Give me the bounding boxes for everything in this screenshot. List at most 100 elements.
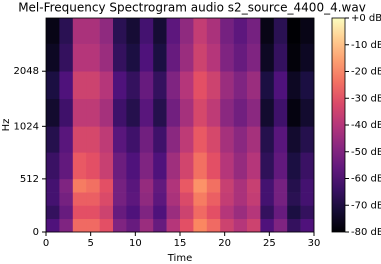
heatmap-cell (99, 178, 114, 193)
heatmap-cell (247, 43, 261, 72)
heatmap-cell (233, 205, 248, 220)
heatmap-cell (247, 71, 261, 100)
heatmap-cell (180, 126, 194, 153)
heatmap-cell (206, 98, 221, 127)
heatmap-cell (126, 178, 141, 193)
heatmap-cell (220, 192, 234, 206)
heatmap-cell (287, 98, 301, 127)
heatmap-cell (72, 218, 87, 233)
heatmap-cell (86, 178, 100, 193)
heatmap-cell (139, 126, 154, 153)
heatmap-cell (166, 192, 181, 206)
heatmap-cell (287, 18, 301, 44)
heatmap-cell (166, 98, 181, 127)
heatmap-cell (59, 98, 74, 127)
heatmap-cell (273, 178, 288, 193)
heatmap-cell (59, 205, 74, 220)
heatmap-cell (287, 152, 301, 180)
heatmap-cell (46, 98, 60, 127)
heatmap-cell (113, 18, 127, 44)
heatmap-cell (273, 98, 288, 127)
heatmap-cell (206, 126, 221, 153)
heatmap-cell (300, 152, 315, 180)
heatmap-cell (46, 218, 60, 233)
heatmap-cell (233, 126, 248, 153)
heatmap-cell (180, 218, 194, 233)
heatmap-cell (153, 43, 167, 72)
heatmap-cell (206, 43, 221, 72)
x-tick-label: 15 (174, 238, 187, 249)
heatmap-cell (220, 218, 234, 233)
colorbar-tick-label: -20 dB (351, 67, 381, 78)
heatmap-cell (72, 192, 87, 206)
heatmap-cell (180, 71, 194, 100)
heatmap-cell (206, 152, 221, 180)
heatmap-cell (193, 152, 208, 180)
heatmap-cell (206, 218, 221, 233)
heatmap-cell (247, 18, 261, 44)
colorbar-tick-label: -40 dB (351, 120, 381, 131)
heatmap-cell (139, 152, 154, 180)
heatmap-cell (287, 71, 301, 100)
heatmap-cell (166, 18, 181, 44)
heatmap-cell (153, 205, 167, 220)
heatmap-cell (233, 152, 248, 180)
heatmap-cell (59, 192, 74, 206)
heatmap-cell (166, 205, 181, 220)
heatmap-cell (126, 192, 141, 206)
heatmap-cell (206, 178, 221, 193)
heatmap-cell (206, 205, 221, 220)
heatmap-cell (260, 152, 275, 180)
heatmap-cell (193, 126, 208, 153)
heatmap-cell (166, 218, 181, 233)
y-tick-label: 2048 (14, 66, 39, 77)
heatmap-cell (139, 98, 154, 127)
heatmap-cell (300, 98, 315, 127)
heatmap-cell (99, 43, 114, 72)
heatmap-cell (139, 192, 154, 206)
heatmap-cell (139, 218, 154, 233)
heatmap-cell (300, 43, 315, 72)
heatmap-cell (72, 178, 87, 193)
heatmap-cell (139, 178, 154, 193)
heatmap-cell (273, 126, 288, 153)
colorbar-tick-label: -10 dB (351, 40, 381, 51)
heatmap-cell (86, 43, 100, 72)
heatmap-cell (180, 152, 194, 180)
heatmap-cell (300, 126, 315, 153)
heatmap-cell (72, 18, 87, 44)
heatmap-cell (233, 178, 248, 193)
heatmap-cell (72, 43, 87, 72)
heatmap-cell (59, 18, 74, 44)
heatmap-cell (300, 71, 315, 100)
heatmap-cell (220, 205, 234, 220)
heatmap-cell (99, 98, 114, 127)
heatmap-cell (59, 43, 74, 72)
heatmap-cell (220, 18, 234, 44)
heatmap-cell (153, 192, 167, 206)
heatmap-cell (233, 218, 248, 233)
heatmap-cell (46, 152, 60, 180)
heatmap-cell (139, 18, 154, 44)
chart-title: Mel-Frequency Spectrogram audio s2_sourc… (18, 1, 366, 15)
heatmap-cell (59, 126, 74, 153)
heatmap-cell (113, 126, 127, 153)
heatmap-cell (113, 71, 127, 100)
heatmap-cell (46, 178, 60, 193)
heatmap-cell (193, 18, 208, 44)
heatmap-cell (166, 43, 181, 72)
heatmap-cell (247, 98, 261, 127)
heatmap-cell (180, 43, 194, 72)
heatmap-cell (273, 205, 288, 220)
heatmap-cell (193, 205, 208, 220)
heatmap-cell (273, 192, 288, 206)
heatmap-cell (180, 18, 194, 44)
heatmap-cell (113, 192, 127, 206)
heatmap-cell (193, 98, 208, 127)
heatmap-cell (220, 43, 234, 72)
heatmap-cell (46, 205, 60, 220)
heatmap-cell (86, 126, 100, 153)
colorbar-tick-label: -70 dB (351, 200, 381, 211)
heatmap-cell (113, 218, 127, 233)
